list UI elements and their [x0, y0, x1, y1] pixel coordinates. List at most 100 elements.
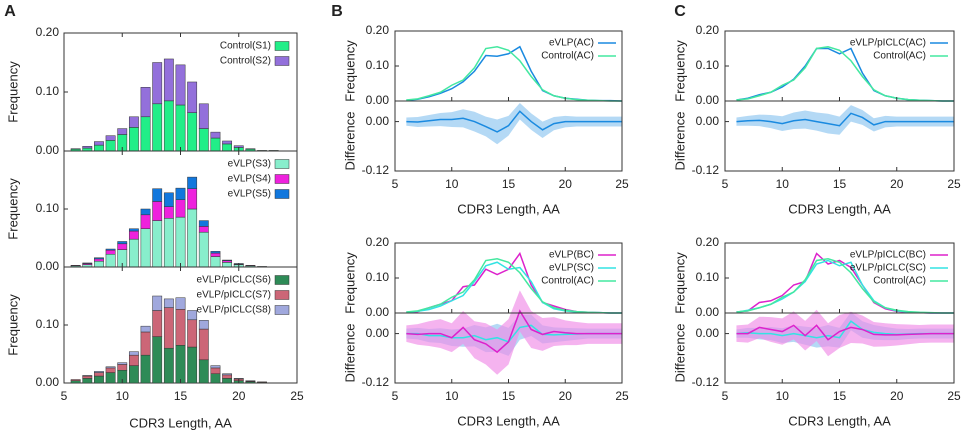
bar	[94, 375, 104, 384]
bar	[222, 373, 233, 376]
legend-label: eVLP/pICLC(S8)	[197, 305, 271, 316]
x-tick-label: 25	[290, 389, 304, 403]
frequency-line	[406, 45, 622, 102]
y-tick-label: 0.10	[36, 201, 60, 215]
legend-label: eVLP/pICLC(BC)	[850, 250, 926, 261]
bar	[152, 201, 163, 221]
x-tick-label: 25	[615, 177, 629, 191]
panel-label-c: C	[674, 3, 686, 20]
bar	[198, 320, 209, 330]
bar	[187, 81, 198, 113]
bar	[70, 379, 81, 381]
bar	[152, 62, 163, 105]
bar	[70, 148, 81, 150]
bar	[128, 365, 139, 384]
bar	[94, 260, 104, 268]
bar	[105, 248, 116, 251]
bar	[140, 331, 151, 356]
bar	[94, 371, 104, 373]
bar	[128, 354, 139, 366]
bar	[175, 64, 186, 106]
legend-label: eVLP/pICLC(AC)	[850, 38, 926, 49]
y-tick-label: 0.00	[366, 114, 390, 128]
bar	[140, 325, 151, 333]
bar	[175, 104, 186, 152]
legend-label: eVLP/pICLC(SC)	[850, 263, 926, 274]
bar	[233, 378, 244, 380]
x-tick-label: 10	[776, 389, 790, 403]
bar	[128, 238, 139, 268]
x-axis-label: CDR3 Length, AA	[457, 201, 560, 216]
y-tick-label: 0.20	[36, 25, 60, 39]
y-tick-label: 0.00	[696, 305, 720, 319]
y-tick-label: -0.12	[362, 375, 390, 389]
bar	[152, 220, 163, 268]
legend-label: eVLP(S4)	[228, 174, 271, 185]
y-tick-label: 0.10	[696, 58, 720, 72]
bar	[140, 228, 151, 268]
y-tick-label: 0.00	[696, 93, 720, 107]
legend-swatch	[274, 174, 290, 184]
x-tick-label: 5	[392, 177, 399, 191]
bar	[105, 366, 116, 369]
bar	[128, 230, 139, 240]
legend-label: Control(S1)	[220, 41, 271, 52]
bar	[70, 380, 81, 384]
x-axis-label: CDR3 Length, AA	[457, 413, 560, 428]
x-tick-label: 15	[502, 177, 516, 191]
x-tick-label: 5	[61, 389, 68, 403]
legend-label: eVLP(SC)	[549, 263, 594, 274]
legend-label: eVLP(BC)	[549, 250, 594, 261]
bar	[198, 103, 209, 129]
bar	[140, 208, 151, 216]
legend-label: Control(AC)	[541, 51, 594, 62]
y-tick-label: 0.10	[366, 58, 390, 72]
x-tick-label: 15	[502, 389, 516, 403]
bar	[175, 345, 186, 384]
bar	[117, 243, 128, 250]
difference-line	[406, 309, 622, 354]
legend-swatch	[274, 305, 290, 315]
bar	[152, 295, 163, 311]
bar	[94, 372, 104, 377]
bar	[175, 216, 186, 268]
panel-label-a: A	[4, 3, 16, 20]
bar	[105, 372, 116, 384]
y-tick-label: -0.12	[362, 163, 390, 177]
legend-swatch	[274, 159, 290, 169]
bar	[140, 214, 151, 229]
difference-band	[406, 290, 622, 375]
legend-label: eVLP(S5)	[228, 189, 271, 200]
bar	[105, 135, 116, 141]
bar	[82, 375, 93, 379]
bar	[222, 140, 233, 145]
bar	[163, 298, 174, 308]
y-axis-label: Frequency	[5, 61, 20, 123]
bar	[82, 375, 93, 377]
bar	[105, 249, 116, 255]
y-tick-label: 0.20	[366, 23, 390, 37]
bar	[222, 378, 233, 384]
bar	[210, 137, 221, 152]
x-tick-label: 5	[722, 177, 729, 191]
y-axis-label: Frequency	[342, 252, 357, 314]
bar	[245, 380, 256, 382]
bar	[210, 252, 221, 257]
legend-swatch	[274, 56, 290, 66]
legend-label: eVLP(AC)	[549, 38, 594, 49]
legend-label: eVLP/pICLC(S7)	[197, 290, 271, 301]
bar	[222, 143, 233, 152]
bar	[198, 220, 209, 227]
bar	[175, 187, 186, 200]
difference-band	[736, 309, 954, 357]
x-tick-label: 20	[559, 389, 573, 403]
y-axis-label: Frequency	[5, 178, 20, 240]
x-axis-label: CDR3 Length, AA	[788, 201, 891, 216]
bar	[222, 259, 233, 261]
y-tick-label: 0.10	[36, 317, 60, 331]
difference-line	[406, 110, 622, 133]
bar	[210, 373, 221, 384]
bar	[163, 307, 174, 349]
x-tick-label: 20	[890, 389, 904, 403]
